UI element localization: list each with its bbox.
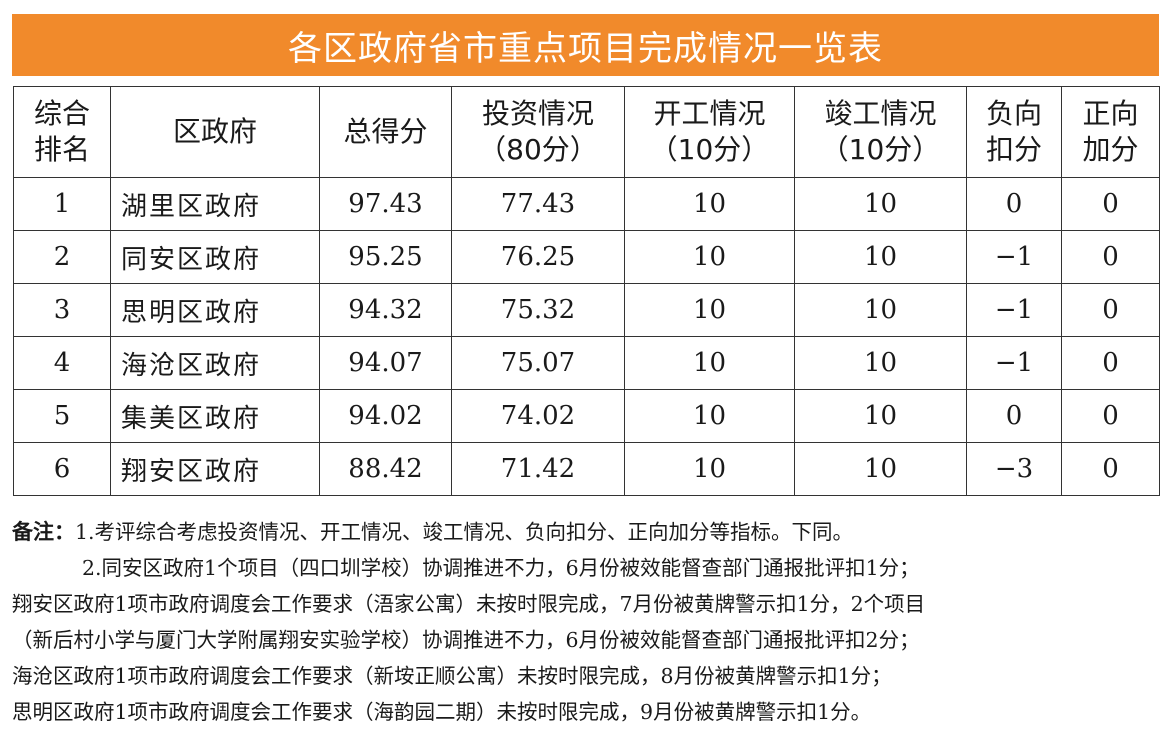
cell-rank: 1 [13, 177, 111, 231]
table-row: 6 翔安区政府 88.42 71.42 10 10 −3 0 [13, 442, 1160, 496]
cell-district: 思明区政府 [110, 283, 320, 337]
note-line-1: 备注：1.考评综合考虑投资情况、开工情况、竣工情况、负向扣分、正向加分等指标。下… [12, 514, 1162, 550]
cell-start: 10 [624, 177, 795, 231]
note-line-2: 2.同安区政府1个项目（四口圳学校）协调推进不力，6月份被效能督查部门通报批评扣… [82, 556, 920, 580]
cell-start: 10 [624, 389, 795, 443]
cell-deduction: −3 [966, 442, 1062, 496]
cell-bonus: 0 [1061, 442, 1160, 496]
cell-rank: 4 [13, 336, 111, 390]
cell-bonus: 0 [1061, 389, 1160, 443]
cell-total: 94.07 [319, 336, 452, 390]
cell-deduction: 0 [966, 177, 1062, 231]
cell-district: 同安区政府 [110, 230, 320, 284]
cell-investment: 77.43 [451, 177, 625, 231]
cell-completion: 10 [794, 230, 967, 284]
notes-section: 备注：1.考评综合考虑投资情况、开工情况、竣工情况、负向扣分、正向加分等指标。下… [12, 514, 1162, 730]
cell-deduction: −1 [966, 230, 1062, 284]
cell-investment: 74.02 [451, 389, 625, 443]
col-header-completion: 竣工情况 （10分） [794, 86, 967, 178]
cell-bonus: 0 [1061, 336, 1160, 390]
col-header-investment: 投资情况 （80分） [451, 86, 625, 178]
cell-start: 10 [624, 336, 795, 390]
cell-completion: 10 [794, 442, 967, 496]
cell-total: 95.25 [319, 230, 452, 284]
cell-rank: 6 [13, 442, 111, 496]
cell-rank: 5 [13, 389, 111, 443]
notes-label: 备注： [12, 520, 75, 544]
cell-bonus: 0 [1061, 230, 1160, 284]
cell-district: 海沧区政府 [110, 336, 320, 390]
note-line-5: 海沧区政府1项市政府调度会工作要求（新垵正顺公寓）未按时限完成，8月份被黄牌警示… [12, 664, 892, 688]
table-title: 各区政府省市重点项目完成情况一览表 [12, 14, 1159, 76]
cell-total: 94.32 [319, 283, 452, 337]
cell-bonus: 0 [1061, 177, 1160, 231]
cell-district: 翔安区政府 [110, 442, 320, 496]
table-row: 3 思明区政府 94.32 75.32 10 10 −1 0 [13, 283, 1160, 337]
cell-rank: 3 [13, 283, 111, 337]
cell-total: 88.42 [319, 442, 452, 496]
table-row: 2 同安区政府 95.25 76.25 10 10 −1 0 [13, 230, 1160, 284]
cell-investment: 75.07 [451, 336, 625, 390]
cell-completion: 10 [794, 177, 967, 231]
cell-district: 集美区政府 [110, 389, 320, 443]
cell-investment: 75.32 [451, 283, 625, 337]
col-header-total: 总得分 [319, 86, 452, 178]
table-row: 4 海沧区政府 94.07 75.07 10 10 −1 0 [13, 336, 1160, 390]
cell-start: 10 [624, 442, 795, 496]
cell-bonus: 0 [1061, 283, 1160, 337]
note-line-3: 翔安区政府1项市政府调度会工作要求（浯家公寓）未按时限完成，7月份被黄牌警示扣1… [12, 592, 926, 616]
cell-rank: 2 [13, 230, 111, 284]
cell-deduction: 0 [966, 389, 1062, 443]
col-header-bonus: 正向 加分 [1061, 86, 1160, 178]
col-header-rank: 综合 排名 [13, 86, 111, 178]
cell-deduction: −1 [966, 336, 1062, 390]
cell-deduction: −1 [966, 283, 1062, 337]
col-header-start: 开工情况 （10分） [624, 86, 795, 178]
table-row: 1 湖里区政府 97.43 77.43 10 10 0 0 [13, 177, 1160, 231]
table-row: 5 集美区政府 94.02 74.02 10 10 0 0 [13, 389, 1160, 443]
cell-completion: 10 [794, 389, 967, 443]
cell-start: 10 [624, 230, 795, 284]
cell-total: 94.02 [319, 389, 452, 443]
cell-completion: 10 [794, 336, 967, 390]
cell-district: 湖里区政府 [110, 177, 320, 231]
note-text-1: 1.考评综合考虑投资情况、开工情况、竣工情况、负向扣分、正向加分等指标。下同。 [75, 520, 854, 544]
note-line-6: 思明区政府1项市政府调度会工作要求（海韵园二期）未按时限完成，9月份被黄牌警示扣… [12, 700, 872, 724]
col-header-district: 区政府 [110, 86, 320, 178]
header-row: 综合 排名 区政府 总得分 投资情况 （80分） 开工情况 （10分） 竣工情况… [13, 86, 1160, 178]
results-table: 综合 排名 区政府 总得分 投资情况 （80分） 开工情况 （10分） 竣工情况… [13, 86, 1160, 496]
col-header-deduction: 负向 扣分 [966, 86, 1062, 178]
cell-investment: 76.25 [451, 230, 625, 284]
note-line-4: （新后村小学与厦门大学附属翔安实验学校）协调推进不力，6月份被效能督查部门通报批… [12, 628, 920, 652]
cell-total: 97.43 [319, 177, 452, 231]
cell-completion: 10 [794, 283, 967, 337]
cell-start: 10 [624, 283, 795, 337]
cell-investment: 71.42 [451, 442, 625, 496]
